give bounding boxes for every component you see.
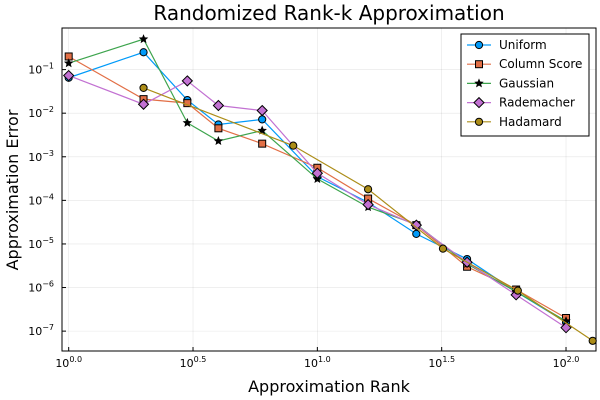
data-point-rademacher (62, 69, 75, 82)
legend-label-gaussian: Gaussian (499, 76, 554, 90)
y-tick-label: 10−5 (28, 236, 54, 251)
plot-frame (61, 27, 597, 352)
x-tick-exponent: 1.5 (442, 355, 455, 364)
y-tick-label: 10−4 (28, 192, 54, 207)
x-tick-exponent: 2.0 (567, 355, 580, 364)
x-tick-exponent: 1.0 (318, 355, 331, 364)
data-point-rademacher (362, 198, 374, 211)
x-tick-label: 100.5 (180, 355, 207, 370)
data-point-hadamard (588, 336, 597, 345)
data-point-uniform (412, 229, 421, 239)
data-point-gaussian (63, 58, 74, 68)
y-tick-exponent: −2 (42, 105, 54, 114)
y-tick-exponent: −1 (42, 62, 54, 71)
legend-marker-column-score (475, 60, 483, 69)
data-point-rademacher (181, 75, 194, 87)
data-point-hadamard (289, 141, 298, 150)
y-tick-exponent: −3 (42, 149, 54, 158)
legend-marker-rademacher (473, 96, 485, 109)
legend-box (460, 33, 590, 137)
x-tick-exponent: 0.5 (194, 355, 207, 364)
data-point-uniform (258, 115, 267, 124)
legend-label-rademacher: Rademacher (499, 96, 575, 110)
data-point-gaussian (213, 136, 224, 146)
data-point-rademacher (137, 98, 150, 110)
data-point-hadamard (139, 83, 148, 93)
data-point-gaussian (257, 125, 267, 135)
legend-label-hadamard: Hadamard (499, 115, 562, 129)
x-axis-title: Approximation Rank (248, 377, 411, 396)
data-point-hadamard (438, 244, 448, 253)
data-point-rademacher (311, 167, 324, 179)
legend-marker-hadamard (474, 117, 484, 126)
y-tick-label: 10−7 (28, 323, 54, 338)
y-tick-exponent: −4 (42, 192, 54, 201)
y-tick-label: 10−3 (28, 149, 54, 164)
data-point-rademacher (212, 99, 225, 112)
y-tick-exponent: −7 (42, 323, 54, 332)
series-layer (62, 34, 597, 345)
x-tick-label: 101.0 (304, 355, 331, 370)
grid-layer (62, 28, 596, 351)
data-point-column-score (214, 124, 223, 133)
y-tick-label: 10−6 (28, 280, 54, 295)
legend-label-uniform: Uniform (499, 38, 547, 52)
data-point-uniform (139, 48, 148, 57)
y-tick-exponent: −6 (42, 280, 54, 289)
data-point-gaussian (138, 34, 149, 44)
data-point-hadamard (364, 185, 373, 194)
legend-marker-uniform (474, 40, 484, 50)
legend-label-column-score: Column Score (499, 57, 582, 71)
x-tick-label: 101.5 (428, 355, 455, 370)
chart-title: Randomized Rank-k Approximation (153, 1, 504, 25)
series-hadamard (139, 83, 597, 345)
data-point-rademacher (256, 104, 268, 117)
legend: Uniform Column Score Gaussian Rademacher Had… (460, 33, 590, 137)
x-tick-label: 100.0 (55, 355, 82, 370)
y-tick-label: 10−1 (28, 62, 54, 77)
series-line-hadamard (143, 87, 594, 342)
y-tick-label: 10−2 (28, 105, 54, 120)
y-axis-title: Approximation Error (3, 109, 22, 270)
series-rademacher (62, 69, 572, 334)
x-tick-label: 102.0 (553, 355, 580, 370)
data-point-rademacher (410, 219, 423, 231)
x-tick-exponent: 0.0 (69, 355, 82, 364)
data-point-hadamard (513, 286, 522, 295)
data-point-column-score (258, 139, 267, 148)
y-tick-exponent: −5 (42, 236, 54, 245)
data-point-gaussian (182, 117, 193, 127)
legend-marker-gaussian (474, 78, 484, 88)
